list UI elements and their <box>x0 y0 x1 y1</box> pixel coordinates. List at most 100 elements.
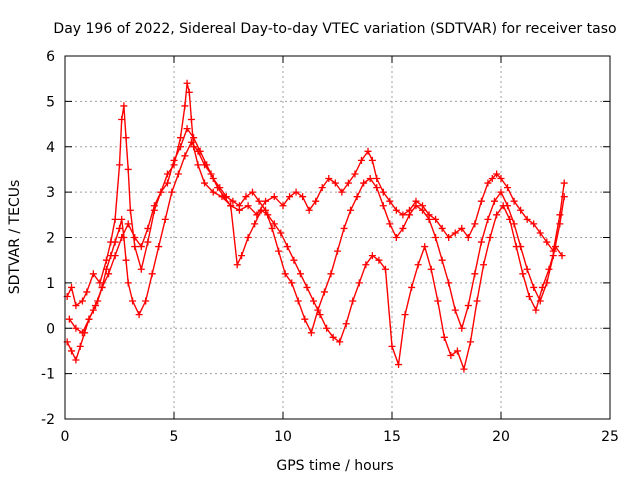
data-point <box>85 315 93 323</box>
data-point <box>238 252 246 260</box>
series-1 <box>63 79 568 310</box>
data-point <box>421 243 429 251</box>
data-point <box>233 261 241 269</box>
data-point <box>122 134 130 142</box>
y-tick-label: 5 <box>46 94 55 110</box>
data-point <box>118 234 126 241</box>
data-point <box>327 270 335 278</box>
data-point <box>148 270 156 278</box>
data-point <box>279 202 287 210</box>
data-point <box>72 356 80 364</box>
data-point <box>364 147 372 155</box>
chart-title: Day 196 of 2022, Sidereal Day-to-day VTE… <box>53 21 616 37</box>
data-point <box>203 161 211 169</box>
series-3 <box>65 125 568 337</box>
data-point <box>183 79 191 87</box>
data-point <box>78 329 86 337</box>
data-point <box>325 175 333 183</box>
data-point <box>111 238 119 246</box>
data-point <box>490 197 498 205</box>
series-trace <box>68 127 565 334</box>
data-point <box>427 265 435 273</box>
data-point <box>451 306 459 314</box>
data-point <box>161 215 169 223</box>
data-point <box>168 188 176 196</box>
data-point <box>222 193 230 201</box>
data-point <box>331 179 339 187</box>
data-point <box>126 206 134 214</box>
data-point <box>310 297 318 305</box>
data-point <box>466 338 474 346</box>
data-point <box>242 193 250 201</box>
data-point <box>392 206 400 214</box>
data-point <box>368 156 376 164</box>
data-point <box>312 197 320 205</box>
data-point <box>484 179 492 187</box>
x-tick-label: 10 <box>274 429 292 445</box>
data-point <box>477 238 485 246</box>
data-point <box>105 270 113 278</box>
data-point <box>292 188 300 196</box>
data-point <box>355 279 363 287</box>
data-point <box>155 243 163 251</box>
data-point <box>157 188 165 196</box>
data-point <box>560 179 568 187</box>
data-point <box>129 297 137 305</box>
data-point <box>408 283 416 291</box>
data-point <box>209 175 217 183</box>
data-point <box>488 175 496 183</box>
data-point <box>504 184 512 192</box>
data-point <box>412 202 420 210</box>
data-point <box>523 265 531 273</box>
data-point <box>373 184 381 192</box>
data-point <box>137 265 145 273</box>
data-point <box>342 320 350 328</box>
data-point <box>329 333 337 341</box>
data-point <box>493 211 501 219</box>
data-point <box>401 311 409 319</box>
data-point <box>510 197 518 205</box>
data-point <box>290 256 298 264</box>
data-point <box>556 220 564 228</box>
data-point <box>523 215 531 223</box>
data-point <box>525 292 533 300</box>
data-point <box>386 220 394 228</box>
data-point <box>286 193 294 201</box>
x-tick-label: 5 <box>170 429 179 445</box>
data-point <box>72 324 80 332</box>
data-point <box>187 138 195 146</box>
data-point <box>375 256 383 264</box>
series-2 <box>63 138 566 373</box>
data-point <box>379 202 387 210</box>
data-point <box>262 206 270 214</box>
y-tick-label: -2 <box>41 412 55 428</box>
data-point <box>268 224 276 232</box>
y-tick-label: -1 <box>41 367 55 383</box>
data-point <box>536 229 544 237</box>
data-point <box>517 243 525 251</box>
data-point <box>419 206 427 214</box>
data-point <box>174 170 182 178</box>
data-point <box>453 347 461 355</box>
data-point <box>373 175 381 183</box>
data-point <box>338 188 346 196</box>
data-point <box>124 279 132 287</box>
data-point <box>460 365 468 373</box>
data-point <box>532 306 540 314</box>
data-point <box>281 270 289 278</box>
data-point <box>379 188 387 196</box>
data-point <box>89 270 97 278</box>
data-point <box>405 211 413 219</box>
data-point <box>124 220 132 228</box>
data-point <box>144 238 152 246</box>
data-point <box>349 297 357 305</box>
data-point <box>366 175 374 183</box>
data-point <box>301 315 309 323</box>
data-point <box>471 270 479 278</box>
data-point <box>425 215 433 223</box>
data-point <box>201 179 209 187</box>
data-point <box>76 342 84 350</box>
data-point <box>316 311 324 319</box>
data-point <box>229 197 237 205</box>
data-point <box>464 234 472 241</box>
